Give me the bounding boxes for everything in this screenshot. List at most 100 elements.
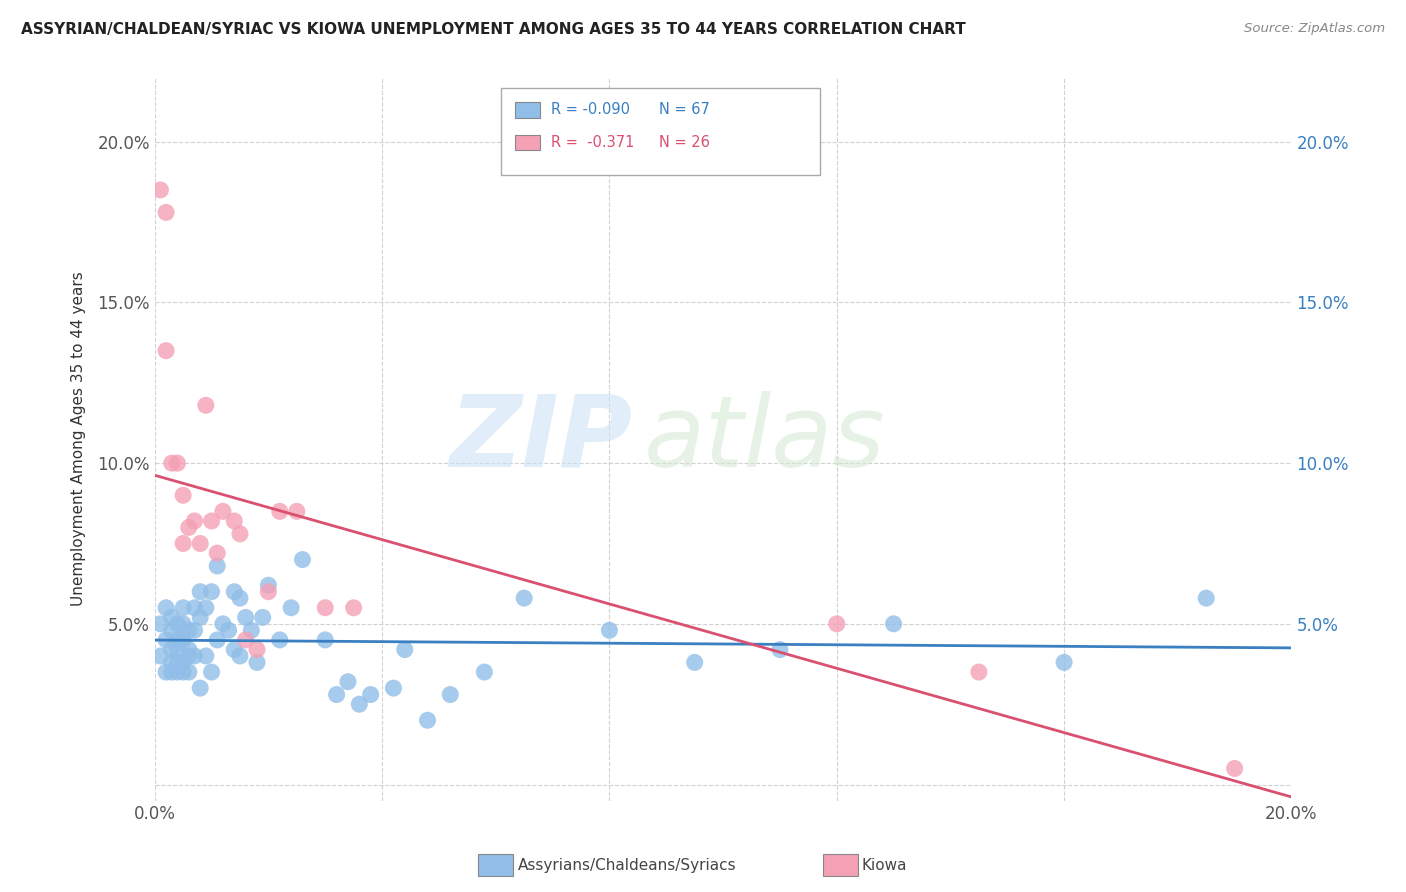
Text: ZIP: ZIP (449, 391, 633, 488)
Point (212, 616, 235, 631)
Point (177, 648, 200, 663)
Point (160, 624, 183, 638)
Point (194, 600, 217, 615)
Point (149, 648, 172, 663)
Point (200, 665, 222, 679)
Point (155, 665, 177, 679)
Point (188, 681, 211, 695)
Point (200, 514, 222, 528)
Point (166, 616, 188, 631)
Point (229, 591, 252, 606)
Text: ASSYRIAN/CHALDEAN/SYRIAC VS KIOWA UNEMPLOYMENT AMONG AGES 35 TO 44 YEARS CORRELA: ASSYRIAN/CHALDEAN/SYRIAC VS KIOWA UNEMPL… (21, 22, 966, 37)
Point (160, 610, 183, 624)
Point (218, 624, 240, 638)
Point (224, 514, 246, 528)
Point (183, 600, 205, 615)
Point (336, 674, 359, 689)
Point (246, 656, 269, 670)
Text: N = 67: N = 67 (659, 103, 710, 118)
Point (224, 584, 246, 599)
Point (269, 632, 291, 647)
Point (229, 648, 252, 663)
Point (177, 624, 200, 638)
Point (883, 616, 905, 631)
Point (155, 343, 177, 358)
Text: N = 26: N = 26 (659, 135, 710, 150)
Point (172, 600, 194, 615)
Point (314, 632, 336, 647)
Text: R = -0.090: R = -0.090 (551, 103, 630, 118)
Point (172, 536, 194, 550)
Bar (515, 102, 540, 118)
Point (394, 642, 416, 657)
Point (160, 656, 183, 670)
Point (285, 504, 308, 518)
Point (967, 665, 990, 679)
Point (183, 648, 205, 663)
Point (360, 688, 382, 702)
Point (172, 656, 194, 670)
Point (598, 624, 620, 638)
Point (177, 642, 200, 657)
Point (212, 504, 235, 518)
Point (235, 610, 257, 624)
Point (224, 642, 246, 657)
Point (349, 697, 371, 711)
Text: atlas: atlas (644, 391, 886, 488)
Point (235, 632, 257, 647)
Point (382, 681, 405, 695)
Point (1195, 591, 1218, 606)
Y-axis label: Unemployment Among Ages 35 to 44 years: Unemployment Among Ages 35 to 44 years (72, 272, 86, 607)
Point (291, 552, 314, 566)
Point (172, 488, 194, 502)
Point (439, 688, 461, 702)
Point (769, 642, 792, 657)
Point (166, 656, 188, 670)
Point (166, 642, 188, 657)
Point (194, 398, 217, 412)
Point (160, 456, 183, 470)
Point (155, 632, 177, 647)
Point (257, 584, 280, 599)
Point (252, 610, 274, 624)
Point (172, 616, 194, 631)
Point (149, 616, 172, 631)
Point (474, 665, 496, 679)
Point (166, 632, 188, 647)
Point (416, 713, 439, 727)
Point (325, 688, 347, 702)
Point (155, 205, 177, 219)
Point (172, 665, 194, 679)
Text: Source: ZipAtlas.com: Source: ZipAtlas.com (1244, 22, 1385, 36)
Bar (515, 135, 540, 151)
Point (166, 456, 188, 470)
Point (160, 642, 183, 657)
Point (188, 536, 211, 550)
Point (1053, 656, 1076, 670)
Point (343, 600, 366, 615)
Point (149, 183, 172, 197)
Point (207, 632, 229, 647)
Point (207, 546, 229, 560)
Point (240, 624, 263, 638)
Point (177, 520, 200, 534)
Point (257, 578, 280, 592)
Point (172, 632, 194, 647)
Point (188, 584, 211, 599)
Point (188, 610, 211, 624)
Point (513, 591, 536, 606)
Point (155, 600, 177, 615)
Text: Assyrians/Chaldeans/Syriacs: Assyrians/Chaldeans/Syriacs (517, 858, 735, 872)
Point (280, 600, 302, 615)
Text: R =  -0.371: R = -0.371 (551, 135, 636, 150)
FancyBboxPatch shape (502, 88, 820, 175)
Point (1223, 762, 1246, 776)
Text: Kiowa: Kiowa (862, 858, 907, 872)
Point (194, 648, 217, 663)
Point (183, 624, 205, 638)
Point (200, 584, 222, 599)
Point (183, 514, 205, 528)
Point (160, 665, 183, 679)
Point (229, 526, 252, 541)
Point (246, 642, 269, 657)
